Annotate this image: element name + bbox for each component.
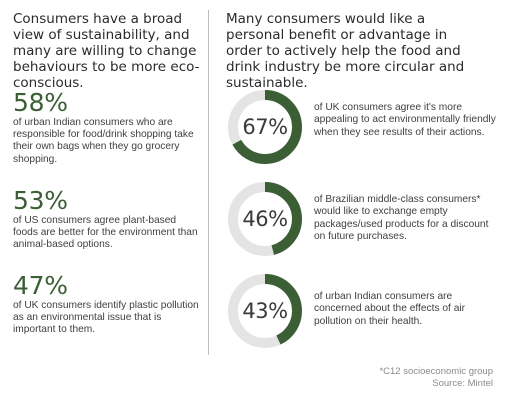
ring-description: of urban Indian consumers are concerned … bbox=[314, 291, 466, 327]
donut-ring: 46% bbox=[227, 181, 303, 257]
ring-progress bbox=[228, 90, 302, 164]
right-heading: Many consumers would like a personal ben… bbox=[226, 11, 465, 91]
ring-value: 43% bbox=[242, 299, 288, 323]
footnote-source: Source: Mintel bbox=[432, 377, 493, 389]
ring-value: 46% bbox=[242, 207, 288, 231]
footnote-note: *C12 socioeconomic group bbox=[379, 366, 493, 377]
ring-progress bbox=[228, 182, 302, 256]
stat-value: 47% bbox=[13, 271, 68, 300]
stat-description: of urban Indian consumers who are respon… bbox=[13, 117, 194, 165]
ring-description: of UK consumers agree it's more appealin… bbox=[314, 102, 496, 138]
ring-value: 67% bbox=[242, 115, 288, 139]
stat-value: 58% bbox=[13, 88, 68, 117]
stat-block: 53% of US consumers agree plant-based fo… bbox=[13, 188, 203, 252]
left-heading: Consumers have a broad view of sustainab… bbox=[13, 11, 200, 91]
stat-block: 47% of UK consumers identify plastic pol… bbox=[13, 273, 203, 337]
donut-ring: 43% bbox=[227, 273, 303, 349]
ring-description: of Brazilian middle-class consumers* wou… bbox=[314, 194, 489, 242]
stat-description: of US consumers agree plant-based foods … bbox=[13, 215, 198, 251]
stat-description: of UK consumers identify plastic polluti… bbox=[13, 300, 199, 336]
footnote: *C12 socioeconomic group Source: Mintel bbox=[379, 366, 493, 389]
donut-ring: 67% bbox=[227, 89, 303, 165]
stat-block: 58% of urban Indian consumers who are re… bbox=[13, 90, 203, 166]
column-divider bbox=[208, 10, 209, 355]
ring-progress bbox=[228, 274, 302, 348]
stat-value: 53% bbox=[13, 186, 68, 215]
